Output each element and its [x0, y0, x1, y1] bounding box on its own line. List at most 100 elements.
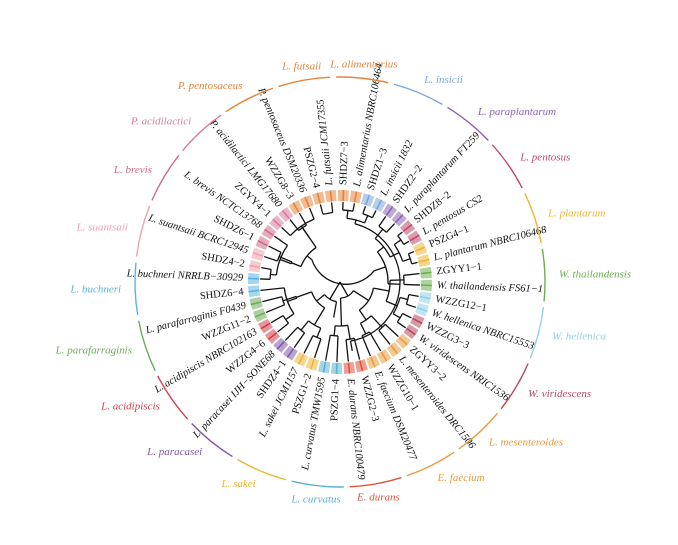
leaf-branch [362, 205, 367, 214]
leaf-branch [263, 255, 278, 262]
ring-tick [385, 206, 394, 217]
leaf-branch [274, 235, 288, 246]
ring-tick [250, 301, 262, 306]
clade-arc [361, 331, 370, 337]
ring-tick [370, 356, 376, 368]
ring-tick [353, 191, 358, 203]
group-bracket [134, 262, 139, 316]
group-bracket [225, 87, 274, 113]
tree-branches [260, 202, 420, 362]
group-label: L. futsaii [281, 60, 321, 72]
leaf-branch [319, 204, 324, 215]
group-label: E. durans [356, 492, 400, 504]
group-bracket [529, 307, 545, 359]
clade-stem [374, 228, 384, 239]
ring-tick [292, 202, 300, 213]
group-bracket [138, 320, 156, 371]
leaf-branch [402, 312, 412, 319]
group-label: L. buchneri [69, 283, 121, 295]
group-label: W. viridescens [528, 388, 591, 400]
clade-stem [399, 296, 408, 301]
ring-tick [359, 360, 364, 372]
leaf-branch [308, 207, 315, 220]
clade-stem [270, 273, 277, 276]
clade-arc [350, 223, 401, 342]
group-label: L. curvatus [290, 494, 341, 506]
leaf-label: ZGYY1−1 [436, 262, 482, 278]
clade-stem [402, 258, 411, 262]
group-bracket [157, 375, 189, 420]
clade-stem [389, 252, 400, 258]
group-bracket [135, 205, 151, 257]
ring-tick [419, 295, 431, 300]
ring-tick [365, 194, 371, 206]
ring-tick [416, 307, 428, 313]
group-bracket [458, 412, 498, 450]
clade-stem [316, 294, 325, 302]
clade-stem [296, 291, 312, 298]
ring-tick [322, 361, 327, 373]
ring-tick [272, 218, 282, 228]
leaf-branch [361, 335, 372, 357]
clade-stem [333, 325, 336, 336]
group-label: L. plantarum [547, 207, 606, 219]
leaf-branch [397, 321, 406, 329]
leaf-branch [336, 335, 339, 362]
leaf-label: W. thailandensis FS61−1 [437, 280, 544, 295]
clade-stem [353, 290, 369, 301]
leaf-branch [265, 304, 285, 314]
clade-stem [359, 322, 367, 335]
clade-stem [377, 246, 385, 253]
leaf-branch [403, 283, 420, 286]
clade-stem [316, 327, 322, 338]
leaf-branch [324, 335, 331, 361]
leaf-label: PSZG1−4 [329, 378, 342, 421]
clade-stem [393, 239, 402, 246]
group-bracket [191, 422, 233, 458]
ring-tick [390, 344, 399, 355]
clade-stem [300, 320, 310, 331]
group-label: L. mesenteroides [488, 437, 563, 449]
group-label: P. pentosaceus [177, 80, 243, 92]
group-bracket [182, 114, 222, 152]
leaf-branch [268, 245, 282, 253]
clade-arc [405, 294, 410, 305]
clade-stem [282, 295, 297, 302]
clade-stem [279, 258, 292, 265]
leaf-branch [284, 326, 299, 341]
clade-arc [378, 323, 386, 331]
ring-tick [286, 347, 295, 358]
clade-stem [364, 215, 369, 224]
group-bracket [541, 248, 546, 302]
leaf-branch [345, 339, 350, 362]
clade-stem [373, 287, 390, 292]
group-bracket [524, 193, 542, 244]
ring-tick [402, 223, 413, 232]
leaf-branch [385, 223, 396, 233]
leaf-branch [403, 272, 420, 276]
leaf-branch [411, 261, 418, 265]
ring-tick [316, 192, 321, 204]
group-bracket [278, 76, 331, 88]
clade-stem [354, 219, 357, 225]
clade-stem [340, 307, 343, 326]
leaf-branch [371, 210, 377, 218]
ring-tick [380, 351, 388, 362]
clade-stem [339, 281, 349, 297]
leaf-branch [261, 266, 272, 271]
ring-tick [248, 289, 260, 293]
clade-stem [347, 325, 351, 340]
clade-arc [297, 326, 305, 334]
ring-tick [249, 264, 261, 269]
clade-arc [346, 217, 365, 224]
color-ring [248, 190, 432, 374]
clade-stem [346, 210, 349, 219]
ring-tick [281, 209, 290, 220]
group-label: L. paraplantarum [477, 106, 556, 118]
leaf-branch [293, 332, 306, 348]
clade-arc [282, 315, 290, 324]
leaf-branch [270, 314, 284, 324]
group-label: L. pentosus [519, 152, 570, 164]
leaf-branch [330, 202, 334, 213]
